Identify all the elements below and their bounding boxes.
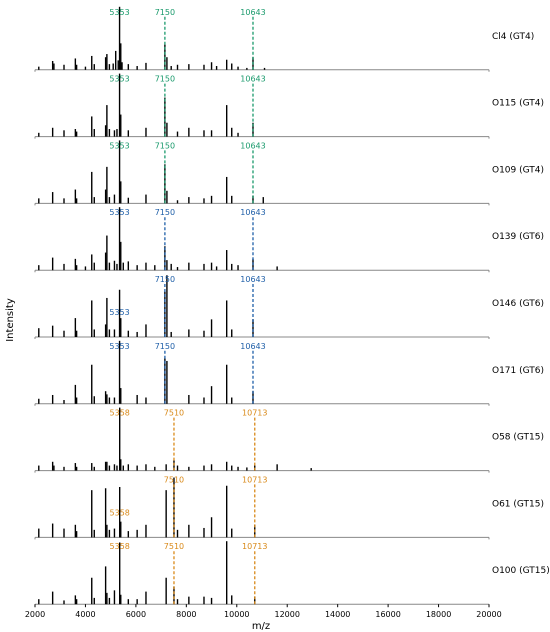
sample-label: O171 (GT6) [492, 366, 544, 376]
marker-label: 5358 [110, 409, 130, 418]
marker-label: 7150 [155, 8, 175, 17]
x-tick-label: 6000 [126, 610, 146, 619]
sample-label: O139 (GT6) [492, 232, 544, 242]
spectrum-panel: 5358 7510 10713 O100 (GT15) [34, 541, 550, 607]
spectrum-panel: 5358 7510 10713 O58 (GT15) [34, 407, 544, 473]
marker-label: 10643 [240, 342, 265, 351]
marker-label: 7150 [155, 275, 175, 284]
marker-label: 5358 [110, 508, 130, 517]
marker-label: 7150 [155, 208, 175, 217]
marker-label: 5353 [109, 308, 129, 317]
spectrum-panel: 5358 7510 10713 O61 (GT15) [34, 475, 544, 540]
spectrum-panel: 5353 7150 10643 Cl4 (GT4) [34, 6, 534, 72]
spectrum-panel: 5353 7150 10643 O171 (GT6) [34, 340, 544, 406]
sample-label: Cl4 (GT4) [492, 32, 534, 42]
sample-label: O115 (GT4) [492, 99, 544, 109]
sample-label: O109 (GT4) [492, 165, 544, 175]
marker-label: 10643 [240, 141, 265, 150]
marker-label: 5353 [109, 75, 129, 84]
spectrum-panel: 5353 7150 10643 O146 (GT6) [34, 275, 544, 339]
marker-label: 10643 [240, 275, 265, 284]
spectrum-panel: 5353 7150 10643 O139 (GT6) [34, 207, 544, 273]
x-tick-label: 20000 [476, 610, 501, 619]
x-tick-label: 8000 [176, 610, 196, 619]
marker-label: 10643 [240, 8, 265, 17]
marker-label: 7150 [155, 342, 175, 351]
spectrum-panel: 5353 7150 10643 O109 (GT4) [34, 140, 544, 206]
marker-label: 5353 [109, 141, 129, 150]
x-tick-label: 4000 [75, 610, 95, 619]
marker-label: 10643 [240, 75, 265, 84]
sample-label: O58 (GT15) [492, 433, 544, 443]
marker-label: 5353 [109, 208, 129, 217]
marker-label: 5358 [110, 542, 130, 551]
marker-label: 10643 [240, 208, 265, 217]
x-axis-title: m/z [252, 621, 270, 632]
marker-label: 5353 [109, 8, 129, 17]
x-tick-label: 12000 [274, 610, 299, 619]
marker-label: 7150 [155, 141, 175, 150]
marker-label: 10713 [242, 409, 267, 418]
x-tick-label: 2000 [25, 610, 45, 619]
sample-label: O100 (GT15) [492, 566, 550, 576]
marker-label: 5353 [109, 342, 129, 351]
y-axis-title: Intensity [5, 298, 16, 342]
spectra-panels: 5353 7150 10643 Cl4 (GT4) 5353 7150 10643 O115 … [34, 6, 550, 607]
marker-label: 10713 [242, 475, 267, 484]
sample-label: O61 (GT15) [492, 499, 544, 509]
marker-label: 7510 [164, 475, 184, 484]
sample-label: O146 (GT6) [492, 299, 544, 309]
spectrum-panel: 5353 7150 10643 O115 (GT4) [34, 73, 544, 139]
marker-label: 7510 [164, 542, 184, 551]
x-tick-label: 18000 [426, 610, 451, 619]
x-tick-label: 16000 [375, 610, 400, 619]
x-tick-label: 14000 [325, 610, 350, 619]
marker-label: 7150 [155, 75, 175, 84]
x-tick-label: 10000 [224, 610, 249, 619]
marker-label: 10713 [242, 542, 267, 551]
x-axis: 2000 4000 6000 8000 10000 12000 14000 16000 1800… [25, 604, 502, 619]
marker-label: 7510 [164, 409, 184, 418]
